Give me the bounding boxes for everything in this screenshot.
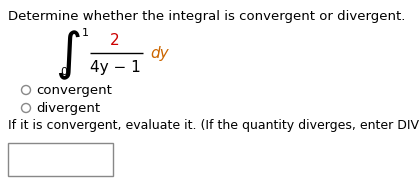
Text: Determine whether the integral is convergent or divergent.: Determine whether the integral is conver… bbox=[8, 10, 405, 23]
Text: 4y − 1: 4y − 1 bbox=[89, 59, 140, 74]
Text: 1: 1 bbox=[82, 28, 89, 38]
Text: divergent: divergent bbox=[36, 102, 100, 114]
Text: 2: 2 bbox=[110, 33, 120, 47]
Text: If it is convergent, evaluate it. (If the quantity diverges, enter DIVERGES.): If it is convergent, evaluate it. (If th… bbox=[8, 119, 420, 131]
FancyBboxPatch shape bbox=[8, 143, 113, 176]
Text: $\int$: $\int$ bbox=[55, 28, 81, 82]
Text: dy: dy bbox=[150, 45, 168, 61]
Text: 0: 0 bbox=[60, 67, 67, 77]
Text: convergent: convergent bbox=[36, 84, 112, 96]
